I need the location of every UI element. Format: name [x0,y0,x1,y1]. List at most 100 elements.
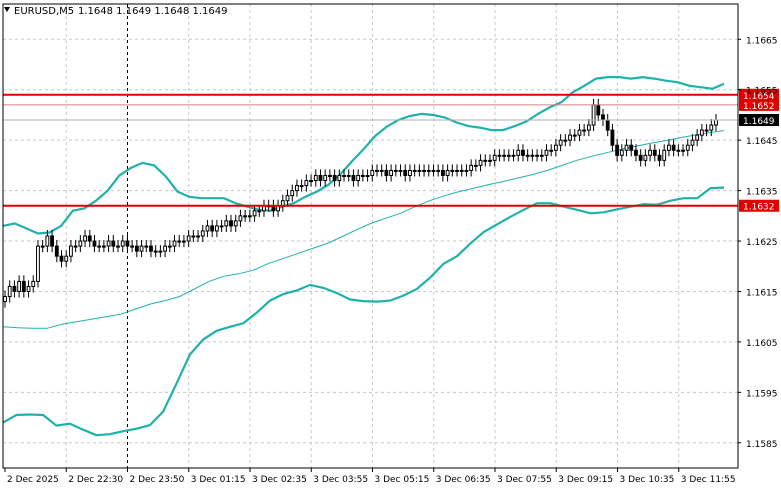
candle-body [50,235,54,247]
candle-body [492,154,497,161]
level-badge-label: 1.1652 [743,102,775,112]
candle [516,144,521,162]
candle-body [78,240,83,247]
candle-body [506,154,511,157]
candle [262,199,266,217]
candle [309,174,313,187]
candle-body [502,154,507,157]
candle-body [31,280,36,287]
chart-header-quotes: 1.1648 1.1649 1.1648 1.1649 [78,6,228,17]
candle-body [384,169,389,176]
candle-body [36,245,40,282]
candle-body [205,225,210,232]
candle-body [327,174,332,177]
candle [384,164,389,182]
candle [492,149,497,167]
candle-body [200,230,205,237]
candle [139,240,144,258]
y-tick-label: 1.1665 [746,36,778,46]
candle [351,169,356,187]
candle [78,234,83,253]
candle [714,113,718,132]
candle [177,234,182,248]
candle-body [125,240,130,247]
candle-body [667,144,671,151]
candle [690,134,695,152]
candle [21,275,26,298]
candle-body [417,169,422,172]
candle-body [714,119,718,126]
candle [224,214,229,232]
candle [464,164,469,177]
candle-body [219,225,224,228]
candle [601,108,605,127]
candle [219,219,224,232]
y-tick-label: 1.1645 [746,137,778,147]
candle [422,164,426,177]
current-price-label: 1.1649 [743,117,775,127]
candle [299,179,304,192]
candle [393,164,398,177]
candle [149,240,153,258]
candle [539,149,544,162]
x-tick-label: 3 Dec 02:35 [252,475,307,485]
candle [553,139,558,157]
candle-body [238,215,243,222]
candle-body [54,245,59,257]
candle-body [530,154,535,157]
candle-body [563,139,568,142]
candle-body [375,169,379,172]
candle [210,219,215,238]
candle-body [210,225,215,232]
candle-body [634,149,638,156]
candle [3,290,7,308]
candles [3,98,718,308]
candle-body [304,180,309,187]
candle-body [120,240,125,247]
candle-body [186,235,191,242]
candle [327,169,332,182]
candle [511,149,516,162]
candle-body [681,149,685,152]
candle-body [243,215,248,218]
candle-body [130,245,135,248]
candle-body [459,169,464,172]
candle [144,240,149,253]
candle-body [516,149,521,156]
candle-body [45,235,50,247]
candle-body [337,174,342,182]
candle-body [440,169,445,176]
candle-body [177,240,182,243]
candle [652,144,657,162]
candle-body [436,169,441,172]
candle [313,169,318,187]
candle-body [285,195,290,202]
candle-body [662,149,667,161]
candle-body [638,154,643,161]
y-tick-label: 1.1635 [746,188,778,198]
candle [619,144,624,162]
collapse-arrow-icon[interactable] [4,7,10,12]
axes: 1.1665 1.1655 1.1645 1.1635 1.1625 1.1615 1.16… [2,3,778,485]
candle [271,199,276,217]
candle [342,169,346,182]
candle [389,164,394,182]
candle-body [629,144,634,151]
y-tick-label: 1.1655 [746,87,778,97]
bollinger-bands [2,75,725,437]
candle-body [497,154,502,157]
candle [54,240,59,263]
candle-body [69,245,73,257]
candle-body [412,169,417,172]
candle-body [657,154,662,161]
candle [120,234,125,253]
candle [87,229,92,248]
candle-body [342,174,346,177]
candle [36,240,40,288]
candle-body [549,149,554,152]
candle [130,240,135,253]
candle [445,164,450,182]
candle [214,219,219,238]
candle-body [379,169,384,172]
candle [182,234,186,248]
